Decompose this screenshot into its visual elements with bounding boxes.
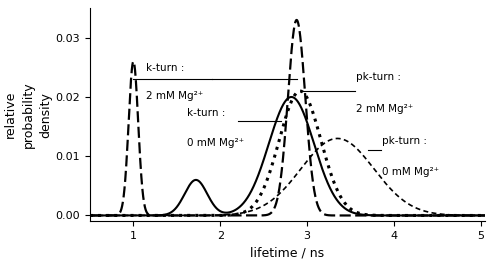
Text: 0 mM Mg²⁺: 0 mM Mg²⁺ (187, 139, 244, 148)
Text: 2 mM Mg²⁺: 2 mM Mg²⁺ (356, 104, 413, 114)
Text: pk-turn :: pk-turn : (382, 136, 426, 146)
Text: k-turn :: k-turn : (187, 108, 226, 118)
Text: 0 mM Mg²⁺: 0 mM Mg²⁺ (382, 167, 439, 177)
Text: k-turn :: k-turn : (146, 63, 185, 73)
Y-axis label: relative
probability
density: relative probability density (4, 82, 53, 148)
X-axis label: lifetime / ns: lifetime / ns (250, 247, 324, 260)
Text: pk-turn :: pk-turn : (356, 72, 401, 82)
Text: 2 mM Mg²⁺: 2 mM Mg²⁺ (146, 91, 204, 101)
